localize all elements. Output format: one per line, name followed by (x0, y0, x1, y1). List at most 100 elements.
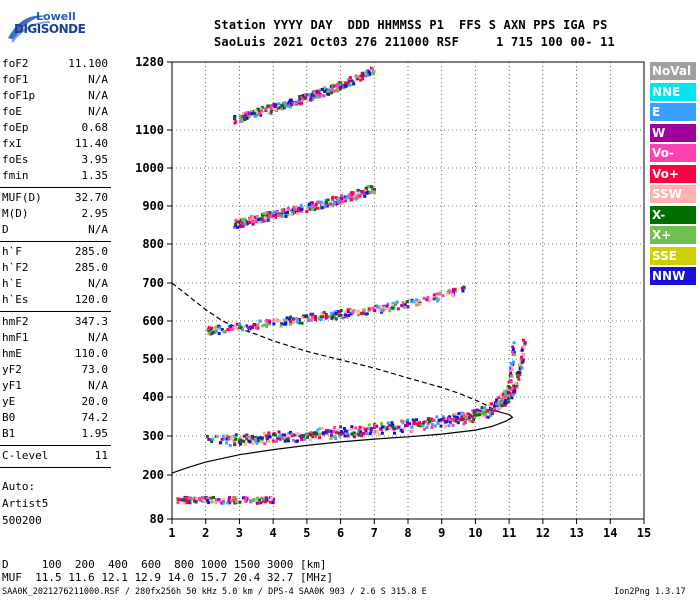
param-row: fmin 1.35 (2, 169, 108, 185)
trace-point (356, 313, 360, 317)
trace-point (298, 434, 302, 438)
trace-point (197, 498, 201, 502)
x-tick-label: 4 (270, 526, 277, 540)
logo-swoosh-icon (8, 15, 51, 43)
trace-point (285, 316, 289, 320)
trace-point (325, 204, 329, 208)
trace-point (406, 418, 409, 422)
trace-point (427, 417, 431, 421)
trace-point (421, 422, 425, 426)
param-row: foF1 N/A (2, 73, 108, 89)
trace-point (322, 431, 326, 435)
trace-point (264, 434, 268, 438)
trace-point (392, 306, 396, 310)
trace-point (366, 427, 370, 431)
trace-point (254, 498, 258, 502)
profile-curve-dashed (171, 282, 493, 410)
trace-point (251, 222, 255, 226)
trace-point (361, 190, 365, 194)
param-row: h`E N/A (2, 277, 108, 293)
trace-point (234, 222, 238, 226)
trace-point (242, 434, 246, 438)
trace-point (337, 314, 341, 318)
trace-point (300, 438, 304, 442)
trace-point (320, 87, 324, 91)
trace-point (354, 193, 358, 197)
param-label: D (2, 223, 9, 236)
trace-point (296, 212, 299, 216)
param-label: h`Es (2, 293, 29, 306)
trace-point (352, 431, 356, 435)
trace-point (210, 500, 214, 504)
trace-point (295, 439, 299, 443)
param-value: N/A (88, 73, 108, 86)
param-label: B0 (2, 411, 16, 424)
trace-point (478, 409, 481, 413)
param-row: yF1 N/A (2, 379, 108, 395)
trace-point (236, 225, 240, 229)
trace-point (307, 93, 311, 97)
trace-point (311, 431, 315, 435)
trace-point (303, 96, 307, 100)
trace-point (447, 417, 451, 421)
trace-point (340, 200, 344, 204)
param-label: hmF2 (2, 315, 29, 328)
muf-row: MUF 11.5 11.6 12.1 12.9 14.0 15.7 20.4 3… (2, 571, 334, 584)
trace-point (299, 436, 303, 439)
param-value: 347.3 (74, 315, 108, 328)
trace-point (269, 111, 273, 115)
trace-point (378, 308, 382, 312)
trace-point (290, 432, 294, 436)
trace-point (259, 220, 263, 224)
trace-point (318, 95, 322, 99)
trace-point (219, 441, 223, 445)
trace-point (511, 345, 515, 349)
trace-point (356, 193, 360, 197)
trace-point (522, 344, 526, 348)
trace-point (314, 434, 318, 438)
trace-point (286, 433, 289, 437)
trace-point (320, 311, 324, 315)
trace-point (453, 412, 457, 416)
trace-point (233, 442, 237, 446)
trace-point (275, 213, 279, 217)
x-tick-label: 7 (371, 526, 378, 540)
trace-point (418, 299, 422, 303)
trace-point (504, 399, 508, 402)
trace-point (332, 429, 336, 433)
trace-point (325, 88, 329, 92)
trace-point (207, 328, 211, 332)
y-tick-label: 1100 (135, 123, 164, 137)
trace-point (500, 397, 504, 400)
trace-point (375, 430, 379, 434)
trace-point (290, 213, 293, 216)
param-label: hmF1 (2, 331, 29, 344)
trace-point (310, 95, 314, 99)
trace-point (303, 437, 306, 441)
logo-line2: DIGISONDE (14, 22, 86, 36)
trace-point (249, 499, 253, 503)
trace-point (334, 437, 338, 440)
trace-point (454, 419, 458, 423)
x-tick-label: 5 (303, 526, 310, 540)
trace-point (358, 194, 362, 198)
trace-point (445, 419, 449, 423)
trace-point (323, 86, 327, 90)
trace-point (267, 433, 271, 436)
trace-point (309, 438, 313, 442)
trace-point (317, 317, 321, 321)
trace-point (380, 422, 384, 425)
autoscale-artist: Artist5 (2, 497, 49, 510)
trace-point (378, 304, 382, 308)
trace-point (220, 437, 224, 441)
param-label: fxI (2, 137, 22, 150)
trace-point (397, 425, 401, 429)
trace-point (373, 430, 376, 434)
trace-point (342, 86, 346, 90)
trace-point (338, 87, 342, 91)
trace-point (222, 498, 226, 502)
trace-point (461, 289, 465, 293)
param-value: 285.0 (74, 245, 108, 258)
trace-point (263, 442, 267, 446)
param-row: hmF2 347.3 (2, 315, 108, 331)
